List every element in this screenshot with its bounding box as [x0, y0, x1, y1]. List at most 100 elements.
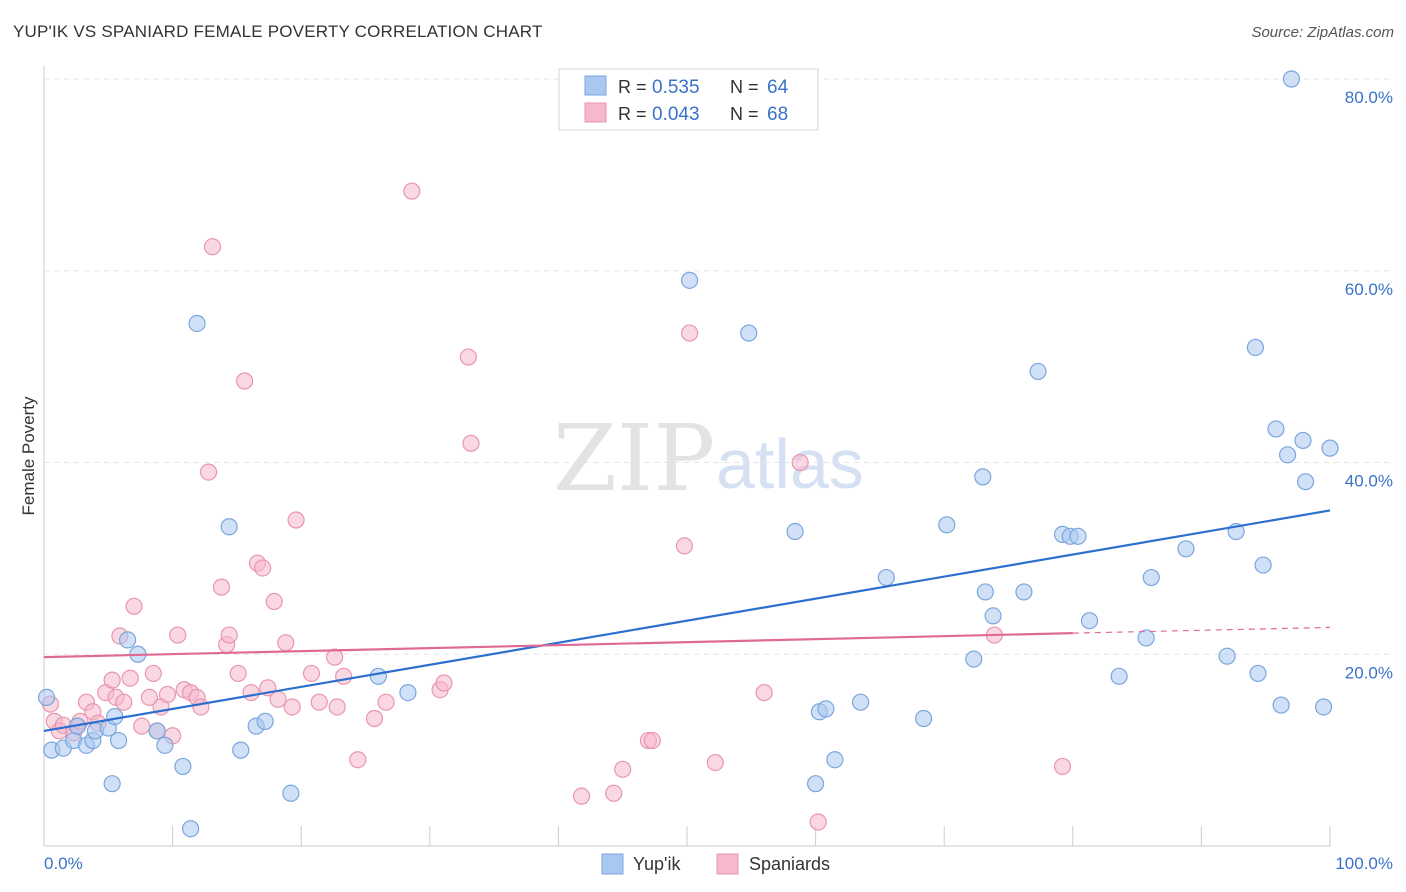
spaniards-point — [283, 698, 301, 716]
yupik-point — [938, 516, 956, 534]
spaniards-point — [200, 463, 218, 481]
spaniards-point — [809, 813, 827, 831]
spaniards-point — [326, 648, 344, 666]
legend-spaniards-swatch — [716, 853, 739, 875]
watermark-atlas: atlas — [716, 425, 864, 503]
yupik-point — [1069, 527, 1087, 545]
spaniards-point — [125, 597, 143, 615]
spaniards-point — [254, 559, 272, 577]
yupik-points — [37, 70, 1339, 838]
yupik-point — [156, 736, 174, 754]
spaniards-point — [614, 760, 632, 778]
yupik-point — [148, 722, 166, 740]
stats-legend-spaniards-swatch — [584, 102, 607, 123]
yupik-point — [1246, 338, 1265, 357]
yupik-point — [984, 607, 1002, 625]
yupik-point — [1294, 431, 1312, 450]
spaniards-point — [169, 626, 187, 644]
y-axis-label: Female Poverty — [19, 396, 38, 516]
yupik-point — [1110, 667, 1128, 685]
spaniards-point — [1053, 757, 1072, 776]
yupik-point — [1218, 647, 1236, 665]
yupik-point — [826, 751, 844, 769]
yupik-point — [118, 631, 137, 649]
stats-legend-yupik-r-label: R = — [618, 77, 647, 97]
spaniards-point — [377, 693, 395, 711]
spaniards-point — [459, 348, 477, 366]
spaniards-point — [328, 698, 346, 716]
yupik-point — [976, 583, 994, 601]
yupik-point — [256, 712, 274, 730]
spaniards-point — [403, 182, 421, 200]
yupik-point — [1296, 473, 1315, 491]
spaniards-point — [229, 664, 247, 683]
stats-legend-yupik-swatch — [584, 75, 607, 96]
spaniards-trendline — [43, 632, 1073, 659]
stats-legend: R = 0.535 N = 64 R = 0.043 N = 68 — [558, 68, 819, 131]
y-tick-label: 20.0% — [1345, 663, 1393, 682]
yupik-point — [1137, 629, 1155, 647]
spaniards-point — [265, 592, 283, 611]
spaniards-point — [203, 238, 222, 256]
yupik-point — [188, 314, 206, 333]
yupik-point — [399, 683, 417, 702]
yupik-point — [1278, 446, 1297, 464]
spaniards-point — [140, 688, 159, 706]
spaniards-point — [675, 537, 694, 555]
yupik-point — [806, 775, 825, 793]
spaniards-point — [435, 674, 453, 692]
spaniards-point — [310, 693, 328, 711]
spaniards-point — [133, 717, 151, 735]
spaniards-trendline-extension — [1072, 626, 1331, 634]
stats-legend-yupik-n-label: N = — [730, 77, 759, 97]
spaniards-point — [144, 664, 162, 683]
yupik-point — [740, 324, 758, 342]
spaniards-point — [572, 787, 591, 805]
stats-legend-spaniards-n-label: N = — [730, 104, 759, 124]
yupik-point — [1282, 70, 1301, 88]
legend-yupik-swatch — [601, 853, 624, 875]
spaniards-point — [115, 693, 133, 711]
chart-title: YUP'IK VS SPANIARD FEMALE POVERTY CORREL… — [13, 22, 543, 41]
spaniards-point — [103, 671, 121, 689]
yupik-point — [182, 820, 200, 838]
chart-source: Source: ZipAtlas.com — [1251, 24, 1394, 41]
yupik-point — [282, 784, 300, 802]
yupik-point — [103, 775, 121, 793]
yupik-point — [915, 709, 933, 728]
yupik-point — [817, 700, 835, 718]
stats-legend-spaniards-n-value: 68 — [767, 104, 788, 125]
spaniards-point — [680, 324, 699, 342]
yupik-point — [1272, 696, 1290, 714]
spaniards-point — [158, 685, 177, 704]
spaniards-point — [302, 664, 321, 683]
spaniards-point — [605, 784, 623, 802]
spaniards-point — [643, 731, 661, 750]
spaniards-point — [192, 698, 210, 716]
yupik-point — [37, 688, 56, 706]
yupik-point — [786, 522, 804, 541]
trendlines — [43, 509, 1331, 733]
x-tick-label-min: 0.0% — [44, 854, 83, 873]
yupik-point — [232, 741, 250, 759]
watermark-zip: ZIP — [553, 405, 715, 512]
y-tick-label: 60.0% — [1345, 280, 1393, 299]
spaniards-point — [706, 753, 724, 772]
legend-spaniards-label: Spaniards — [749, 854, 830, 874]
yupik-point — [1314, 698, 1333, 716]
yupik-point — [877, 568, 895, 587]
spaniards-point — [236, 372, 254, 390]
yupik-point — [369, 667, 387, 685]
yupik-point — [1254, 556, 1272, 574]
legend-yupik-label: Yup'ik — [633, 854, 681, 874]
y-tick-labels: 20.0% 40.0% 60.0% 80.0% — [1345, 88, 1393, 682]
spaniards-point — [242, 683, 260, 702]
yupik-point — [1249, 664, 1267, 683]
x-tick-label-max: 100.0% — [1335, 854, 1393, 873]
yupik-point — [965, 650, 983, 668]
x-ticks — [43, 826, 1331, 846]
yupik-point — [1142, 568, 1160, 587]
stats-legend-spaniards-r-label: R = — [618, 104, 647, 124]
yupik-point — [174, 757, 192, 776]
